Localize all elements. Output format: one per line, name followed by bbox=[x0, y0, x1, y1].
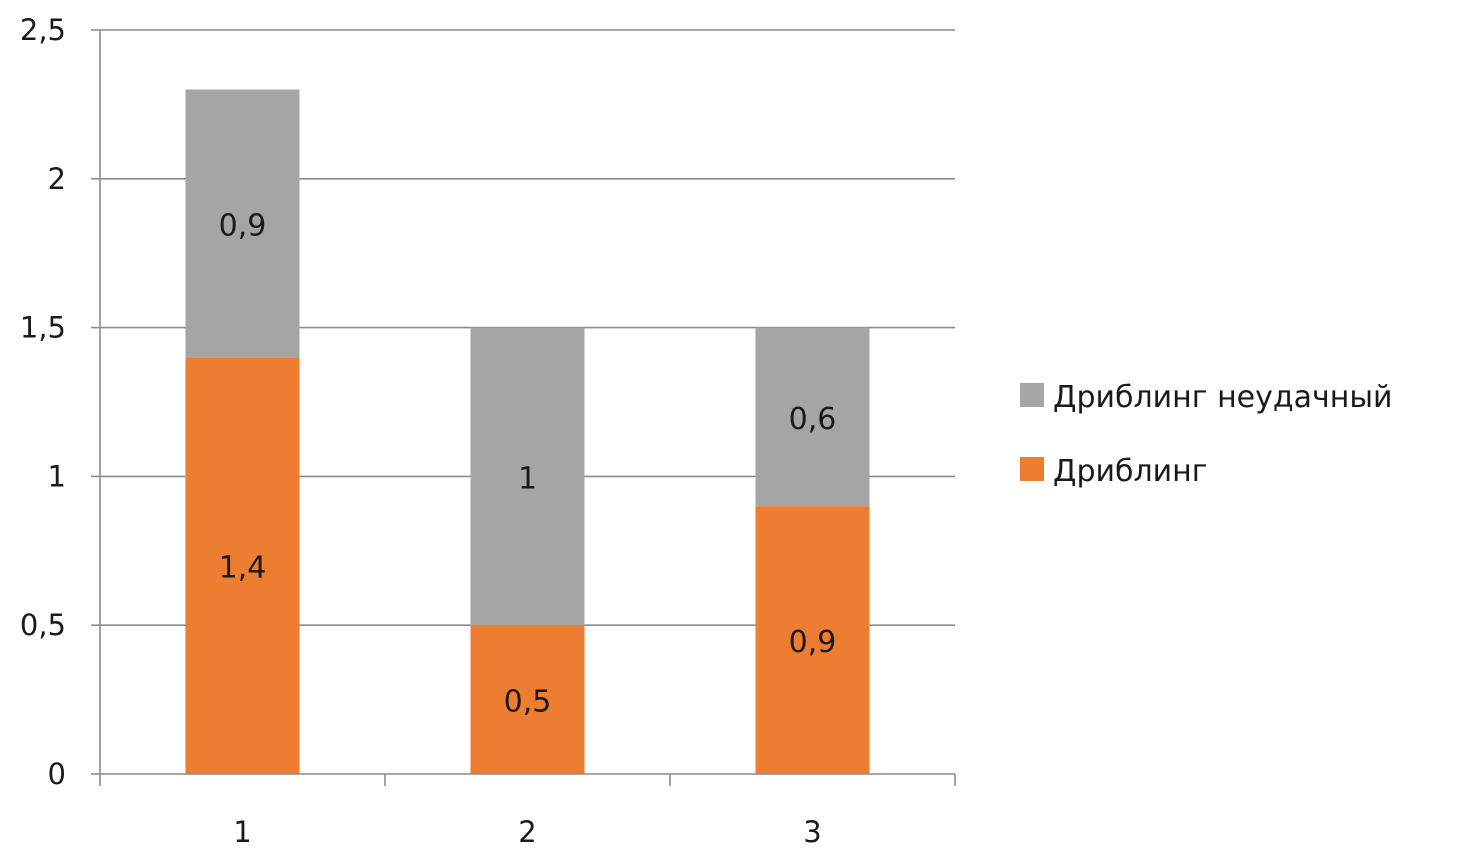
x-tick-label: 1 bbox=[233, 815, 251, 849]
legend: Дриблинг неудачный Дриблинг bbox=[1020, 380, 1393, 489]
x-tick-label: 2 bbox=[518, 815, 536, 849]
legend-swatch-0 bbox=[1020, 383, 1044, 407]
data-label: 0,6 bbox=[789, 402, 837, 437]
data-label: 0,5 bbox=[504, 685, 552, 720]
data-label: 1,4 bbox=[219, 551, 267, 586]
y-tick-label: 0 bbox=[48, 757, 66, 791]
legend-label: Дриблинг bbox=[1053, 454, 1208, 489]
y-tick-label: 2,5 bbox=[20, 13, 66, 47]
bar-0-0 bbox=[185, 357, 300, 774]
bar-1-1 bbox=[470, 327, 585, 626]
y-tick-label: 1 bbox=[48, 459, 66, 493]
y-tick-label: 1,5 bbox=[20, 311, 66, 345]
bar-0-1 bbox=[470, 625, 585, 774]
data-label: 1 bbox=[518, 461, 537, 496]
y-tick-label: 2 bbox=[48, 162, 66, 196]
bar-1-2 bbox=[755, 327, 870, 507]
data-label: 0,9 bbox=[789, 625, 837, 660]
data-labels: 1,4 0,9 0,5 1 0,9 0,6 bbox=[219, 208, 837, 719]
x-tick-label: 3 bbox=[803, 815, 821, 849]
bar-0-2 bbox=[755, 506, 870, 774]
bars bbox=[185, 89, 870, 774]
y-tick-label: 0,5 bbox=[20, 608, 66, 642]
axes: 0 0,5 1 1,5 2 2,5 1 2 3 bbox=[20, 13, 956, 849]
legend-swatch-1 bbox=[1020, 457, 1044, 481]
data-label: 0,9 bbox=[219, 208, 267, 243]
bar-1-0 bbox=[185, 89, 300, 358]
legend-label: Дриблинг неудачный bbox=[1053, 380, 1393, 415]
